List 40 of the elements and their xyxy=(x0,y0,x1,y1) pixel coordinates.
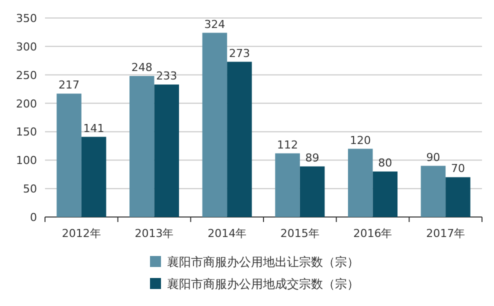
y-tick-label: 100 xyxy=(16,154,37,168)
y-tick-label: 150 xyxy=(16,126,37,139)
data-label: 217 xyxy=(58,78,80,92)
y-tick-label: 50 xyxy=(23,182,37,196)
bar xyxy=(300,166,325,217)
bar xyxy=(81,136,106,217)
legend-label: 襄阳市商服办公用地成交宗数（宗） xyxy=(167,277,359,291)
bar xyxy=(372,172,398,217)
y-tick-label: 250 xyxy=(16,68,37,82)
x-tick-label: 2017年 xyxy=(426,227,466,240)
bar xyxy=(56,94,82,217)
x-tick-label: 2016年 xyxy=(353,227,392,240)
data-label: 112 xyxy=(277,138,298,152)
data-label: 90 xyxy=(426,150,440,164)
data-label: 233 xyxy=(156,70,178,83)
bar xyxy=(446,177,470,217)
bar xyxy=(275,153,300,217)
data-label: 141 xyxy=(83,122,104,135)
data-label: 80 xyxy=(378,156,392,170)
data-label: 273 xyxy=(228,46,250,60)
x-tick-label: 2013年 xyxy=(134,227,174,240)
y-tick-label: 350 xyxy=(16,12,37,25)
data-label: 70 xyxy=(450,162,465,176)
x-tick-label: 2012年 xyxy=(62,227,101,240)
data-label: 120 xyxy=(350,134,371,147)
y-tick-label: 300 xyxy=(16,40,37,54)
x-tick-label: 2015年 xyxy=(280,227,320,240)
bar xyxy=(227,62,252,217)
bar xyxy=(420,166,446,217)
x-tick-label: 2014年 xyxy=(208,227,247,240)
bar xyxy=(154,84,180,217)
data-label: 248 xyxy=(131,60,152,74)
y-tick-label: 0 xyxy=(30,211,37,224)
bar xyxy=(202,32,228,217)
legend-label: 襄阳市商服办公用地出让宗数（宗） xyxy=(167,255,359,269)
bar xyxy=(348,148,373,217)
data-label: 324 xyxy=(204,18,226,31)
data-label: 89 xyxy=(305,151,320,164)
y-tick-label: 200 xyxy=(16,97,37,110)
bar xyxy=(129,76,154,217)
